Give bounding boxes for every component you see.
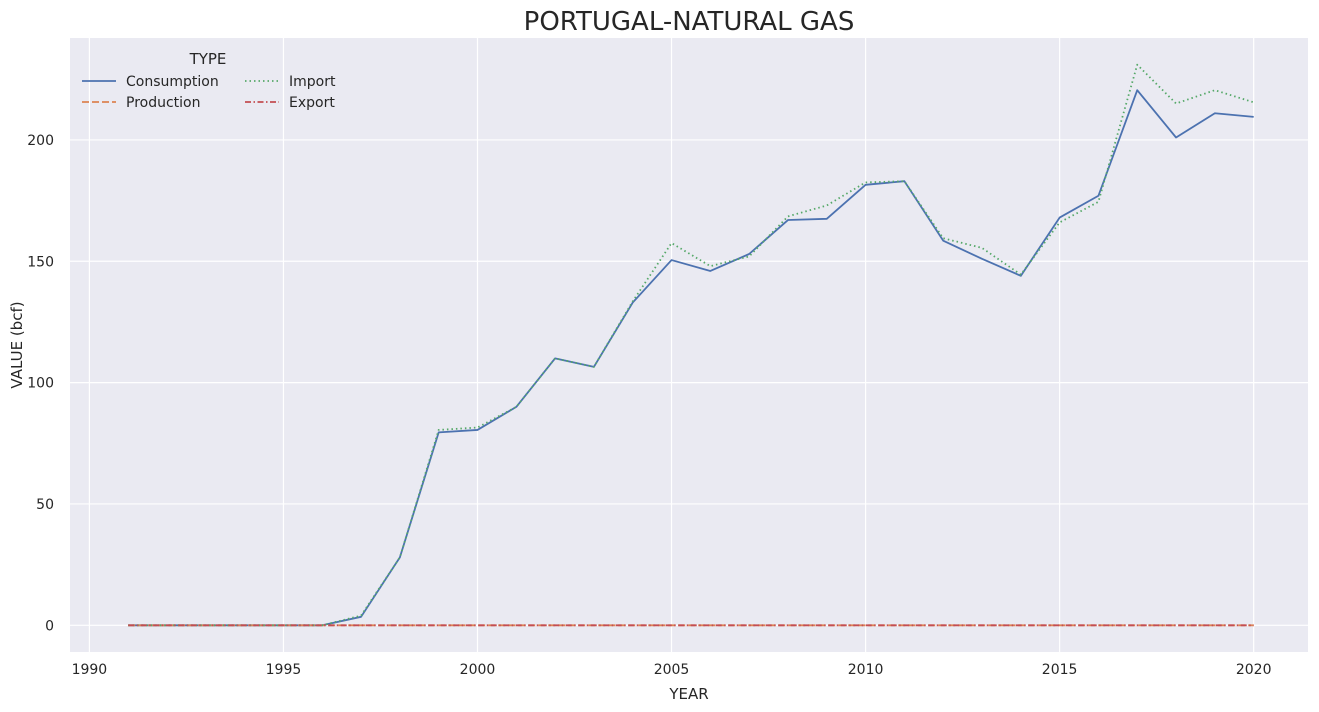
x-tick-label: 2000 [460, 662, 496, 678]
legend-label-production: Production [126, 95, 200, 111]
legend-label-consumption: Consumption [126, 74, 219, 90]
chart-title: PORTUGAL-NATURAL GAS [524, 7, 855, 37]
x-tick-label: 2015 [1042, 662, 1078, 678]
y-axis-ticks: 0 50 100 150 200 [27, 133, 54, 634]
y-tick-label: 100 [27, 376, 54, 392]
legend-label-export: Export [289, 95, 335, 111]
legend: TYPE Consumption Production Import Export [82, 50, 336, 111]
y-tick-label: 200 [27, 133, 54, 149]
legend-label-import: Import [289, 74, 336, 90]
x-tick-label: 2005 [654, 662, 690, 678]
y-tick-label: 50 [36, 497, 54, 513]
x-axis-ticks: 1990 1995 2000 2005 2010 2015 2020 [72, 662, 1272, 678]
x-tick-label: 1990 [72, 662, 108, 678]
x-tick-label: 2020 [1236, 662, 1272, 678]
x-axis-label: YEAR [668, 685, 708, 703]
y-axis-label: VALUE (bcf) [8, 301, 26, 388]
x-tick-label: 1995 [266, 662, 302, 678]
y-tick-label: 150 [27, 254, 54, 270]
y-tick-label: 0 [45, 618, 54, 634]
legend-title: TYPE [189, 50, 227, 68]
series-lines [128, 63, 1254, 627]
x-tick-label: 2010 [848, 662, 884, 678]
